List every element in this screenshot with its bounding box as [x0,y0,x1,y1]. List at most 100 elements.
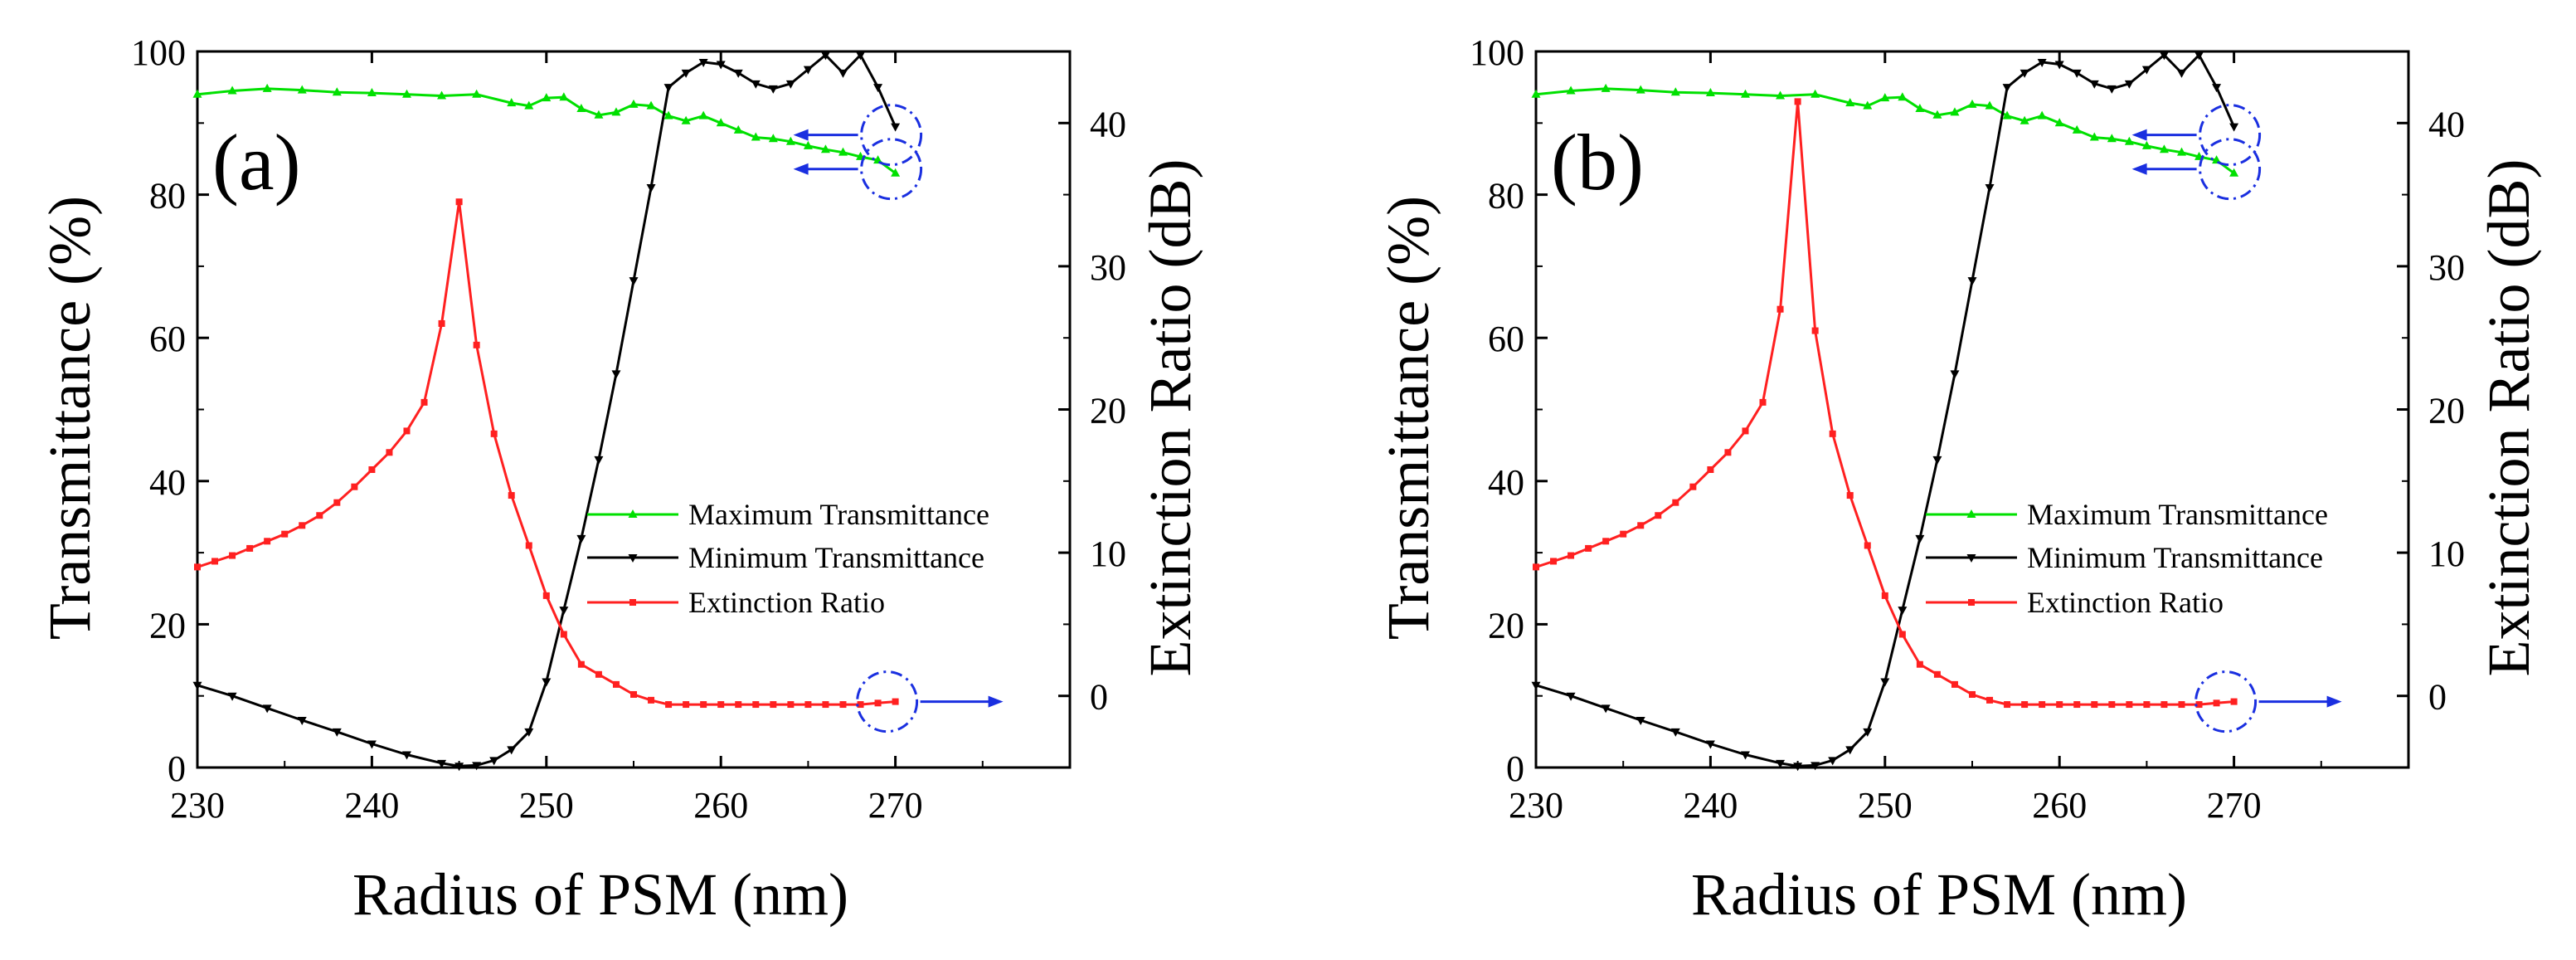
data-point [1951,680,1958,688]
data-point [1915,104,1925,113]
data-point [1793,763,1803,772]
data-point [822,701,829,709]
data-point [770,701,777,709]
data-point [297,717,307,726]
data-point [2141,140,2151,149]
x-tick-label: 250 [1858,785,1913,826]
data-point [2072,69,2082,78]
data-point [2021,701,2029,709]
data-point [1636,717,1645,726]
data-point [874,699,882,707]
data-point [227,692,237,701]
data-point [560,631,567,638]
legend-label: Extinction Ratio [2027,586,2224,619]
data-point [2072,124,2082,134]
data-point [630,690,637,698]
data-point [2176,69,2186,78]
data-point [386,449,393,456]
data-point [1776,759,1786,768]
data-point [262,704,272,714]
data-point [698,110,708,119]
data-point [891,168,901,177]
annotation-circle [860,138,923,201]
data-point [2141,66,2151,75]
data-point [438,319,445,327]
data-point [508,492,515,499]
series-line [197,201,896,706]
x-tick-label: 240 [1683,785,1738,826]
data-point [1863,100,1873,110]
data-point [1898,92,1908,101]
data-point [2002,84,2012,93]
y-axis-title: Transmittance (%) [36,196,103,640]
data-point [2107,134,2117,143]
data-point [2073,701,2081,709]
data-point [665,701,673,709]
data-point [804,701,812,709]
data-point [1707,465,1714,473]
data-point [559,92,569,101]
series-line [197,87,897,174]
annotation-circle [860,104,923,167]
data-point [1845,98,1855,107]
data-point [1828,757,1838,766]
data-point [787,701,795,709]
data-point [1670,728,1680,737]
data-point [2178,701,2185,709]
data-point [1585,544,1592,552]
data-point [2054,61,2064,70]
x-tick-label: 260 [693,785,748,826]
data-point [1881,592,1888,599]
y-tick-label: 80 [1488,176,1524,217]
data-point [1566,85,1576,95]
data-point [192,681,202,690]
series-maximum-transmittance [192,83,901,177]
x-tick-label: 270 [868,785,923,826]
data-point [542,93,552,102]
data-point [2004,701,2011,709]
data-point [629,99,639,108]
data-point [2002,110,2012,119]
annotation-circle [2199,104,2262,167]
data-point [612,680,620,688]
data-point [681,115,691,124]
data-point [333,499,341,506]
annotation-arrowhead [793,129,809,141]
data-point [2195,701,2203,709]
data-point [646,183,656,192]
y2-tick-label: 10 [2428,534,2465,574]
data-point [367,88,377,97]
data-point [420,398,428,406]
data-point [1864,542,1871,549]
data-point [733,124,743,134]
legend-marker [628,509,638,518]
data-point [629,277,639,286]
data-point [2089,132,2099,141]
data-point [368,465,376,473]
plot-frame [1534,50,2410,769]
annotation-circle [2194,670,2258,733]
data-point [299,522,306,529]
y2-axis-title: Extinction Ratio (dB) [1137,159,1203,677]
data-point [1880,93,1890,102]
data-point [227,85,237,95]
data-point [194,563,201,571]
data-point [733,69,743,78]
x-axis-title: Radius of PSM (nm) [352,861,848,928]
y2-tick-label: 0 [2428,677,2447,718]
chart-panel-b: 230 240 250 260 270 0 20 40 60 80 100 0 10 20 30 40 Radi… [1375,32,2542,928]
y-tick-label: 0 [1506,748,1524,789]
y-tick-label: 80 [149,176,186,217]
data-point [768,134,778,143]
data-point [717,701,725,709]
data-point [838,147,848,156]
data-point [2126,701,2133,709]
data-point [1915,534,1925,543]
data-point [1967,99,1977,108]
data-point [1932,110,1942,119]
data-point [1672,499,1679,506]
data-point [2108,701,2116,709]
data-point [1566,692,1576,701]
series-minimum-transmittance [192,51,901,772]
